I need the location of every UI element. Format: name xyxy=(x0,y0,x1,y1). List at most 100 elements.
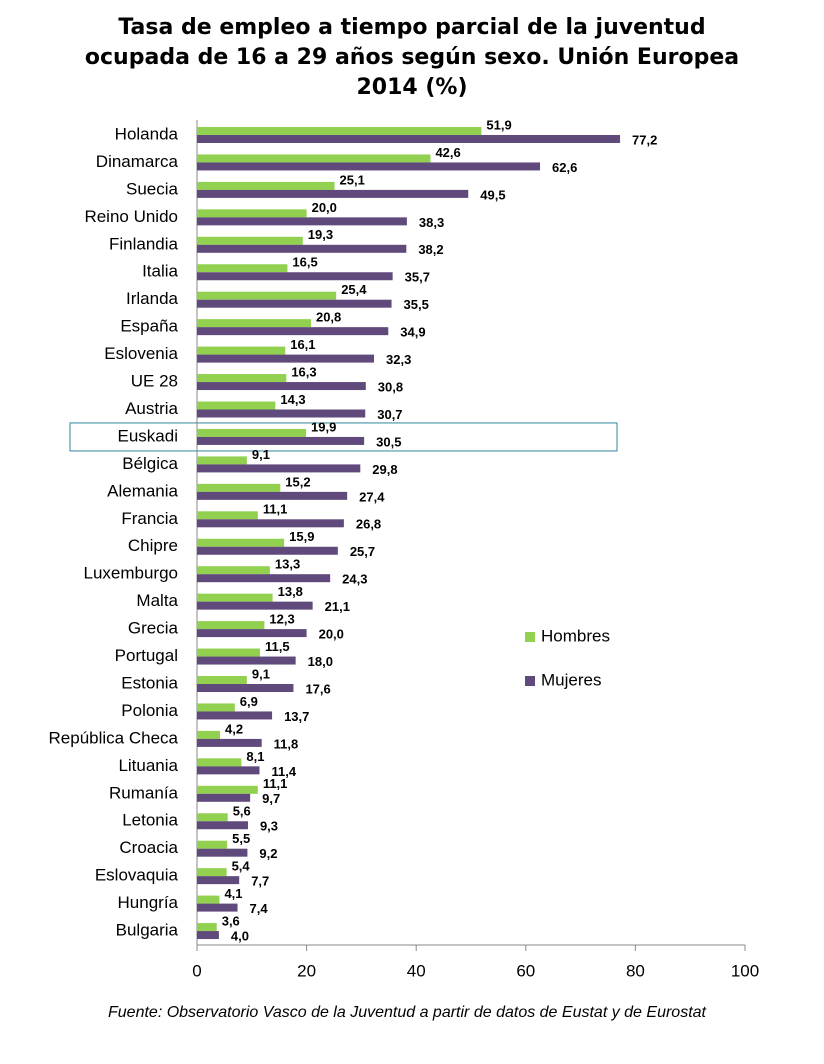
value-label: 30,5 xyxy=(376,434,401,449)
value-label: 27,4 xyxy=(359,489,385,504)
bar xyxy=(197,346,286,355)
value-label: 13,8 xyxy=(278,584,303,599)
bar xyxy=(197,538,285,547)
value-label: 16,1 xyxy=(290,337,315,352)
bar xyxy=(197,601,313,610)
value-label: 20,0 xyxy=(312,200,337,215)
y-tick-label: Polonia xyxy=(121,701,178,720)
bar xyxy=(197,272,393,281)
value-label: 18,0 xyxy=(308,654,333,669)
value-label: 35,7 xyxy=(405,270,430,285)
value-label: 4,1 xyxy=(224,886,242,901)
value-label: 13,3 xyxy=(275,557,300,572)
value-label: 11,1 xyxy=(263,502,288,517)
bar xyxy=(197,154,431,163)
bar xyxy=(197,291,337,300)
bar xyxy=(197,629,307,638)
y-tick-label: Bélgica xyxy=(122,454,178,473)
y-tick-label: Eslovenia xyxy=(104,344,178,363)
value-label: 9,2 xyxy=(259,846,277,861)
value-label: 8,1 xyxy=(246,749,264,764)
value-label: 38,3 xyxy=(419,215,444,230)
bar xyxy=(197,656,296,665)
y-tick-label: Dinamarca xyxy=(96,152,179,171)
bar xyxy=(197,456,247,465)
bar xyxy=(197,840,228,849)
value-label: 3,6 xyxy=(222,913,240,928)
bar xyxy=(197,409,366,418)
value-label: 21,1 xyxy=(325,599,350,614)
y-tick-label: Letonia xyxy=(122,811,178,830)
value-label: 7,7 xyxy=(251,874,269,889)
bar xyxy=(197,244,407,253)
x-tick-label: 60 xyxy=(516,961,535,980)
bar xyxy=(197,162,541,171)
bar xyxy=(197,491,348,500)
bar xyxy=(197,401,276,410)
bar xyxy=(197,868,227,877)
value-label: 4,2 xyxy=(225,721,243,736)
bar xyxy=(197,546,338,555)
chart-title: ocupada de 16 a 29 años según sexo. Unió… xyxy=(85,45,739,70)
bar xyxy=(197,519,344,528)
value-label: 16,3 xyxy=(291,364,316,379)
y-tick-label: Alemania xyxy=(107,481,178,500)
bar xyxy=(197,703,235,712)
bar xyxy=(197,374,287,383)
value-label: 7,4 xyxy=(250,901,269,916)
bar xyxy=(197,730,221,739)
legend-label: Hombres xyxy=(541,626,610,645)
value-label: 20,8 xyxy=(316,310,341,325)
legend-label: Mujeres xyxy=(541,670,601,689)
legend-swatch xyxy=(525,632,535,642)
value-label: 5,4 xyxy=(232,859,251,874)
chart-title: 2014 (%) xyxy=(356,75,467,100)
value-label: 42,6 xyxy=(435,145,460,160)
y-tick-label: Bulgaria xyxy=(116,921,179,940)
value-label: 11,4 xyxy=(271,764,296,779)
bar xyxy=(197,903,238,912)
value-label: 14,3 xyxy=(280,392,305,407)
y-tick-label: Malta xyxy=(136,591,178,610)
y-tick-label: Holanda xyxy=(115,124,179,143)
bar xyxy=(197,711,273,720)
bar xyxy=(197,923,217,932)
value-label: 9,1 xyxy=(252,666,270,681)
value-label: 30,8 xyxy=(378,379,403,394)
y-tick-label: Hungría xyxy=(118,893,179,912)
y-tick-label: Francia xyxy=(121,509,178,528)
value-label: 11,5 xyxy=(265,639,290,654)
legend-swatch xyxy=(525,676,535,686)
bar xyxy=(197,676,247,684)
value-label: 34,9 xyxy=(400,325,425,340)
value-label: 29,8 xyxy=(372,462,397,477)
bar xyxy=(197,566,270,575)
value-label: 15,9 xyxy=(289,529,314,544)
bar xyxy=(197,264,288,273)
bar xyxy=(197,217,407,226)
highlight-box xyxy=(69,422,618,452)
value-label: 25,4 xyxy=(341,282,367,297)
bar xyxy=(197,327,389,336)
y-tick-label: Italia xyxy=(142,262,178,281)
value-label: 49,5 xyxy=(480,187,505,202)
chart-title: Tasa de empleo a tiempo parcial de la ju… xyxy=(118,15,705,40)
bar xyxy=(197,895,220,904)
value-label: 19,3 xyxy=(308,227,333,242)
x-tick-label: 40 xyxy=(407,961,426,980)
bar xyxy=(197,181,335,190)
y-tick-label: Lituania xyxy=(118,756,178,775)
x-tick-label: 0 xyxy=(192,961,201,980)
y-tick-label: Suecia xyxy=(126,179,179,198)
value-label: 11,8 xyxy=(274,736,299,751)
value-label: 19,9 xyxy=(311,419,336,434)
value-label: 77,2 xyxy=(632,132,657,147)
bar xyxy=(197,428,307,437)
y-tick-label: Estonia xyxy=(121,673,178,692)
bar xyxy=(197,621,265,630)
y-tick-label: Euskadi xyxy=(118,426,178,445)
value-label: 51,9 xyxy=(486,117,511,132)
value-label: 12,3 xyxy=(269,612,294,627)
bar xyxy=(197,821,248,830)
value-label: 9,3 xyxy=(260,819,278,834)
